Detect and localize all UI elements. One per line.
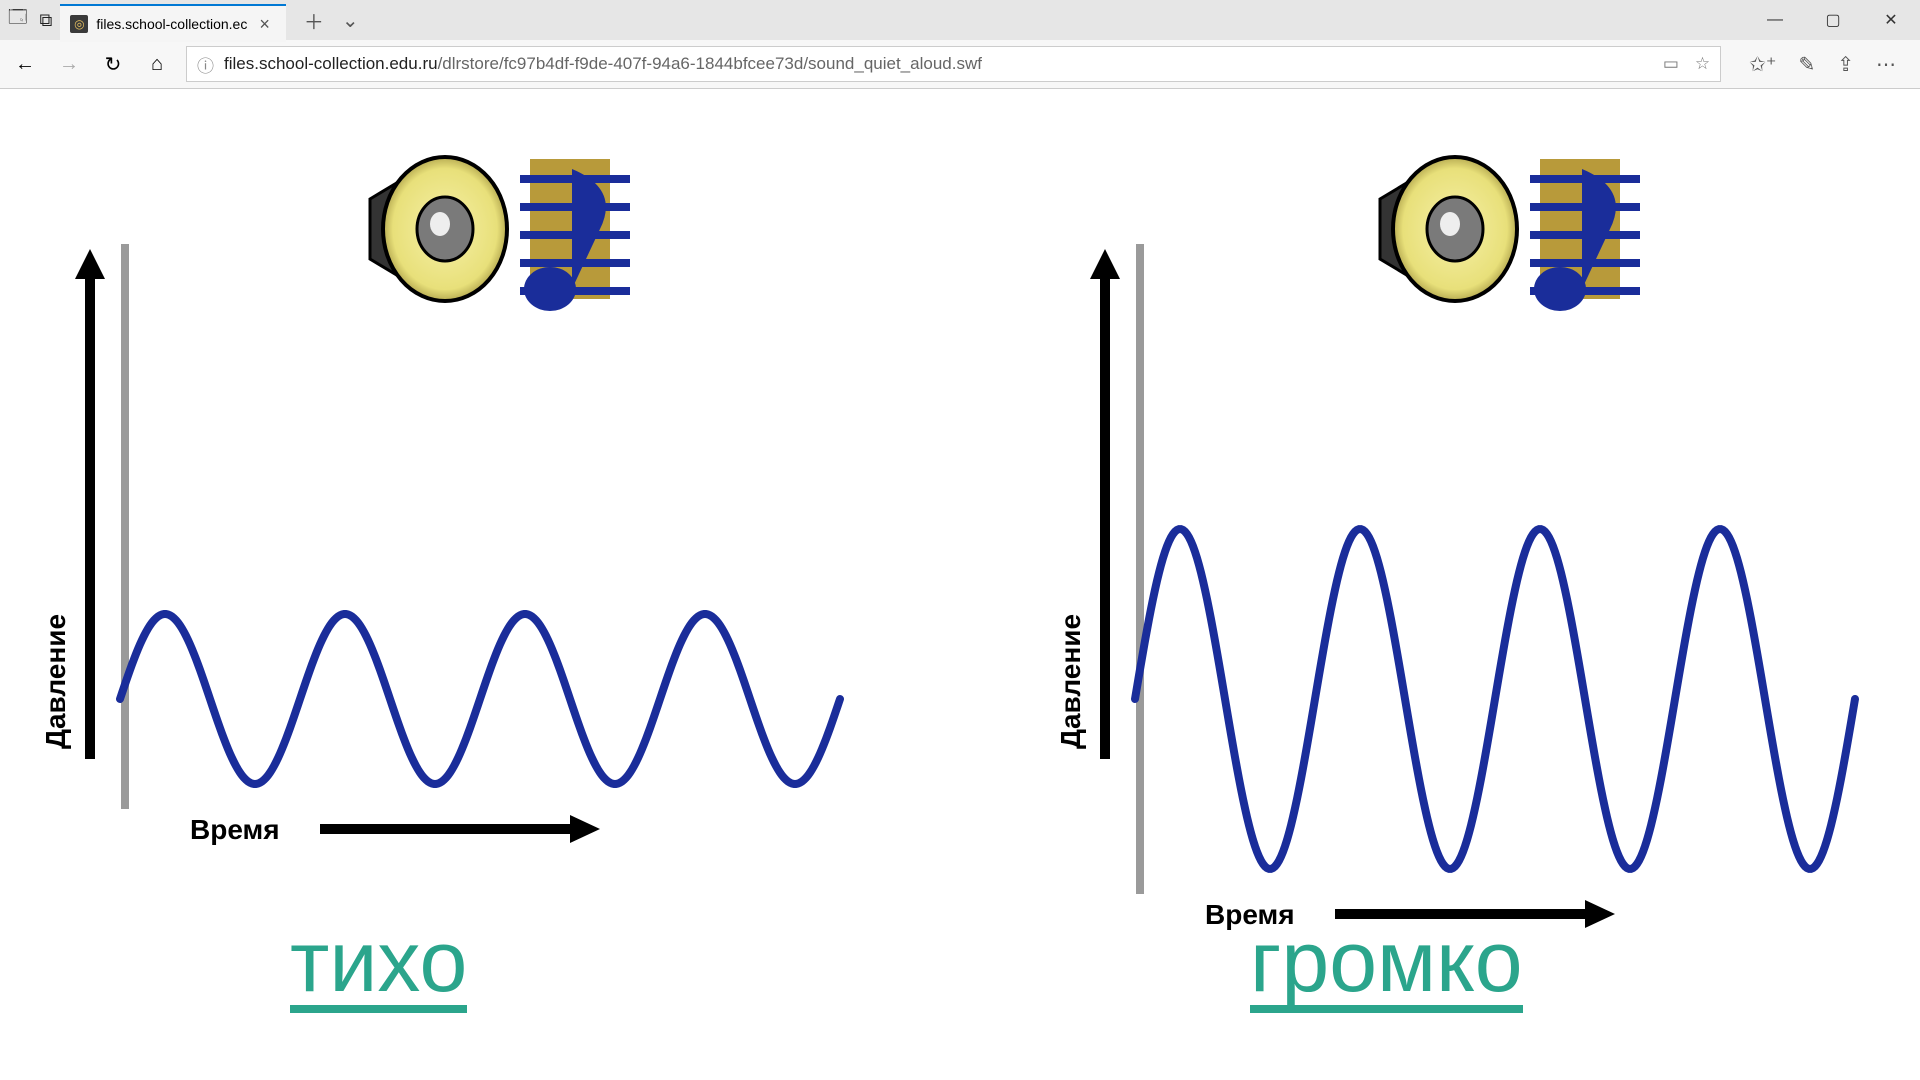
- share-icon[interactable]: ⇪: [1837, 52, 1854, 77]
- url-host: files.school-collection.edu.ru: [224, 54, 438, 73]
- browser-tab[interactable]: ◎ files.school-collection.ec ×: [60, 4, 285, 42]
- new-tab-button[interactable]: ＋: [304, 6, 324, 35]
- caption-loud: громко: [1250, 919, 1523, 1013]
- taskbar-app-icons: 🗔 ⧉: [0, 0, 60, 40]
- url-text: files.school-collection.edu.ru/dlrstore/…: [224, 54, 982, 74]
- quiet-wave-chart: Давление Время: [30, 239, 880, 954]
- tab-favicon: ◎: [70, 15, 88, 33]
- window-titlebar: 🗔 ⧉ ◎ files.school-collection.ec × ＋ ⌄ —…: [0, 0, 1920, 40]
- address-bar[interactable]: ⓘ files.school-collection.edu.ru/dlrstor…: [186, 46, 1721, 82]
- forward-button[interactable]: →: [54, 53, 84, 76]
- tab-overflow-icon[interactable]: ⌄: [342, 8, 359, 33]
- page-content: Давление Время Давление Время тихо громко: [0, 89, 1920, 1080]
- reading-view-icon[interactable]: ▭: [1663, 54, 1679, 74]
- caption-quiet: тихо: [290, 919, 467, 1013]
- tab-close-icon[interactable]: ×: [255, 14, 274, 35]
- more-icon[interactable]: ⋯: [1876, 52, 1896, 77]
- url-path: /dlrstore/fc97b4df-f9de-407f-94a6-1844bf…: [438, 54, 982, 73]
- window-minimize-button[interactable]: —: [1746, 0, 1804, 40]
- tab-strip-controls: ＋ ⌄: [286, 0, 359, 40]
- app-icon-2: ⧉: [40, 10, 53, 31]
- notes-icon[interactable]: ✎: [1798, 52, 1815, 77]
- site-info-icon[interactable]: ⓘ: [197, 52, 214, 77]
- home-button[interactable]: ⌂: [142, 53, 172, 76]
- back-button[interactable]: ←: [10, 53, 40, 76]
- window-maximize-button[interactable]: ▢: [1804, 0, 1862, 40]
- favorite-icon[interactable]: ☆: [1695, 54, 1710, 74]
- tab-title: files.school-collection.ec: [96, 16, 247, 32]
- refresh-button[interactable]: ↻: [98, 52, 128, 77]
- svg-text:Время: Время: [190, 814, 280, 845]
- favorites-list-icon[interactable]: ✩⁺: [1749, 52, 1776, 77]
- svg-text:Давление: Давление: [1055, 614, 1086, 749]
- browser-toolbar: ← → ↻ ⌂ ⓘ files.school-collection.edu.ru…: [0, 40, 1920, 89]
- app-icon-1: 🗔: [8, 5, 28, 35]
- window-close-button[interactable]: ✕: [1862, 0, 1920, 40]
- svg-text:Давление: Давление: [40, 614, 71, 749]
